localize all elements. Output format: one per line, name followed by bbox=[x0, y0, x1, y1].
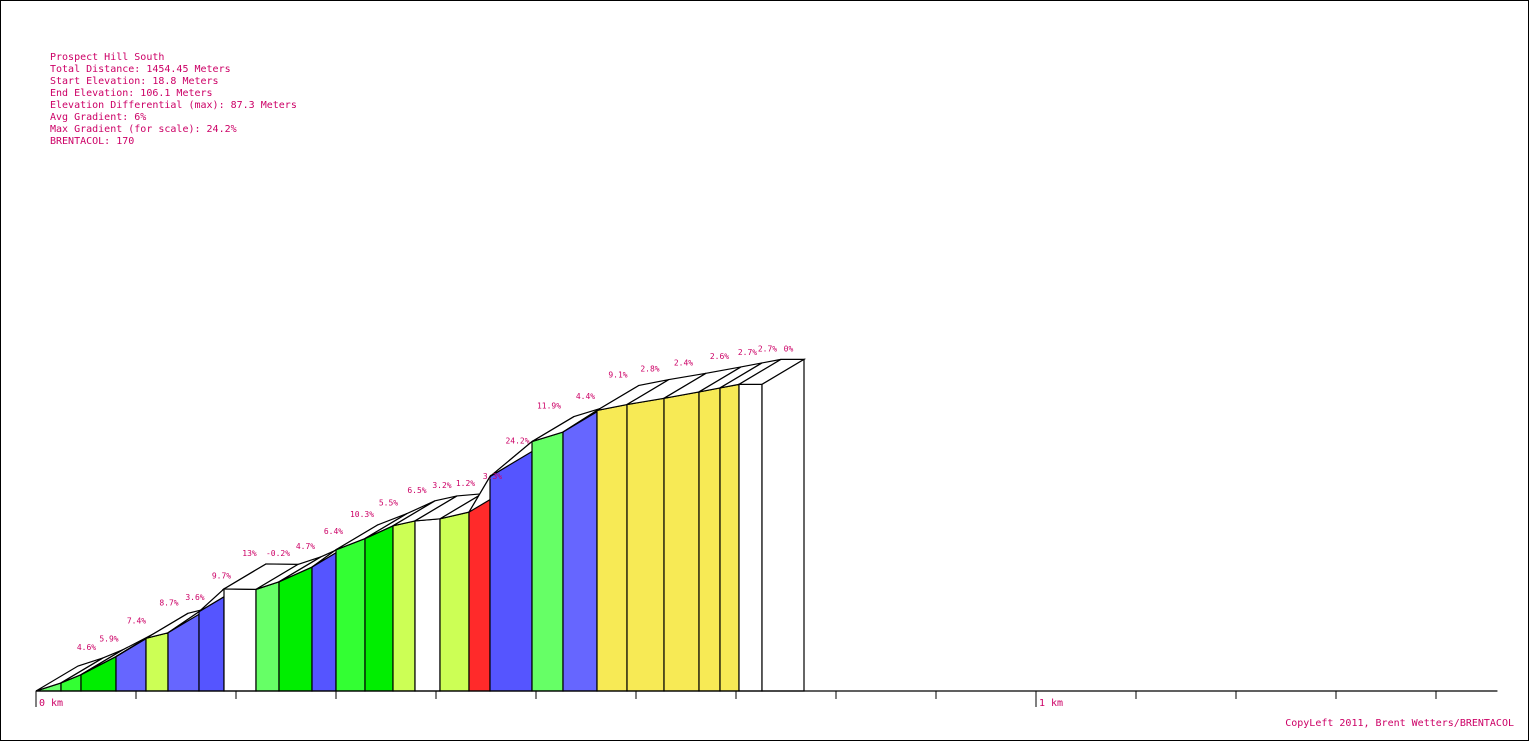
total-distance: Total Distance: 1454.45 Meters bbox=[50, 64, 231, 75]
segment-20 bbox=[562, 409, 598, 692]
gradient-label-25: 2.7% bbox=[758, 344, 777, 353]
gradient-label-22: 2.4% bbox=[674, 358, 693, 367]
segment-15 bbox=[414, 518, 441, 692]
gradient-label-15: 1.2% bbox=[456, 479, 475, 488]
segment-12 bbox=[335, 537, 366, 692]
gradient-label-26: 0% bbox=[784, 344, 794, 353]
max-gradient: Max Gradient (for scale): 24.2% bbox=[50, 124, 237, 135]
gradient-label-10: 6.4% bbox=[324, 527, 343, 536]
gradient-label-17: 24.2% bbox=[505, 437, 529, 446]
gradient-label-4: 8.7% bbox=[159, 598, 178, 607]
segment-16 bbox=[439, 511, 470, 692]
gradient-label-1: 4.6% bbox=[77, 643, 96, 652]
segment-26 bbox=[738, 383, 763, 692]
segment-25 bbox=[719, 383, 740, 692]
segment-21 bbox=[596, 403, 628, 692]
route-title: Prospect Hill South bbox=[50, 52, 165, 63]
elevation-differential: Elevation Differential (max): 87.3 Meter… bbox=[50, 100, 297, 111]
segment-24 bbox=[698, 387, 721, 692]
segment-11 bbox=[311, 548, 337, 692]
gradient-label-23: 2.6% bbox=[710, 352, 729, 361]
segment-5 bbox=[145, 632, 169, 692]
gradient-label-6: 9.7% bbox=[212, 572, 231, 581]
gradient-label-12: 5.5% bbox=[379, 499, 398, 508]
segment-14 bbox=[392, 520, 416, 692]
avg-gradient: Avg Gradient: 6% bbox=[50, 112, 147, 123]
gradient-label-2: 5.9% bbox=[99, 635, 118, 644]
gradient-label-20: 9.1% bbox=[608, 370, 627, 379]
gradient-label-16: 3.3% bbox=[483, 472, 502, 481]
end-elevation: End Elevation: 106.1 Meters bbox=[50, 88, 213, 99]
brentacol-score: BRENTACOL: 170 bbox=[50, 136, 135, 147]
segment-22 bbox=[626, 397, 665, 692]
gradient-label-7: 13% bbox=[242, 549, 257, 558]
profile-end-face bbox=[761, 358, 805, 692]
gradient-label-24: 2.7% bbox=[738, 348, 757, 357]
gradient-labels: 4.6%5.9% 7.4% 8.7% 3.6% 9.7% 13% -0.2% 4.7% 6.4%… bbox=[77, 344, 794, 652]
gradient-label-9: 4.7% bbox=[296, 542, 315, 551]
gradient-label-18: 11.9% bbox=[537, 402, 561, 411]
segment-8 bbox=[223, 588, 257, 692]
gradient-label-13: 6.5% bbox=[407, 486, 426, 495]
gradient-label-3: 7.4% bbox=[127, 617, 146, 626]
segment-23 bbox=[663, 391, 700, 692]
copyleft-credit: CopyLeft 2011, Brent Wetters/BRENTACOL bbox=[1285, 718, 1514, 729]
x-tick-label-0: 0 km bbox=[39, 698, 63, 709]
segment-19 bbox=[531, 431, 564, 692]
gradient-label-5: 3.6% bbox=[185, 593, 204, 602]
x-axis: 0 km 1 km bbox=[35, 690, 1498, 709]
segment-10 bbox=[278, 566, 313, 692]
x-tick-label-1000: 1 km bbox=[1039, 698, 1063, 709]
segment-13 bbox=[364, 524, 394, 692]
gradient-label-8: -0.2% bbox=[266, 549, 290, 558]
gradient-label-11: 10.3% bbox=[350, 510, 374, 519]
start-elevation: Start Elevation: 18.8 Meters bbox=[50, 76, 219, 87]
gradient-label-14: 3.2% bbox=[432, 481, 451, 490]
gradient-label-21: 2.8% bbox=[640, 365, 659, 374]
gradient-label-19: 4.4% bbox=[576, 392, 595, 401]
segment-9 bbox=[255, 580, 280, 692]
segments-layer bbox=[35, 358, 807, 692]
